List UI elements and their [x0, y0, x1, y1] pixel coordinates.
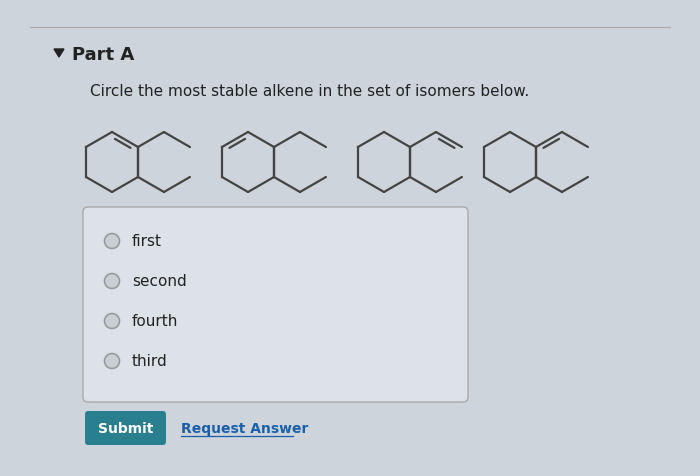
FancyBboxPatch shape	[83, 208, 468, 402]
Text: fourth: fourth	[132, 314, 178, 329]
Text: Part A: Part A	[72, 46, 134, 64]
Text: Circle the most stable alkene in the set of isomers below.: Circle the most stable alkene in the set…	[90, 84, 529, 99]
Text: second: second	[132, 274, 187, 289]
Text: Submit: Submit	[98, 421, 153, 435]
FancyBboxPatch shape	[85, 411, 166, 445]
Text: Request Answer: Request Answer	[181, 421, 309, 435]
Circle shape	[104, 314, 120, 329]
Polygon shape	[54, 50, 64, 58]
Circle shape	[104, 274, 120, 289]
Text: first: first	[132, 234, 162, 249]
Circle shape	[104, 234, 120, 249]
Text: third: third	[132, 354, 168, 369]
Circle shape	[104, 354, 120, 369]
